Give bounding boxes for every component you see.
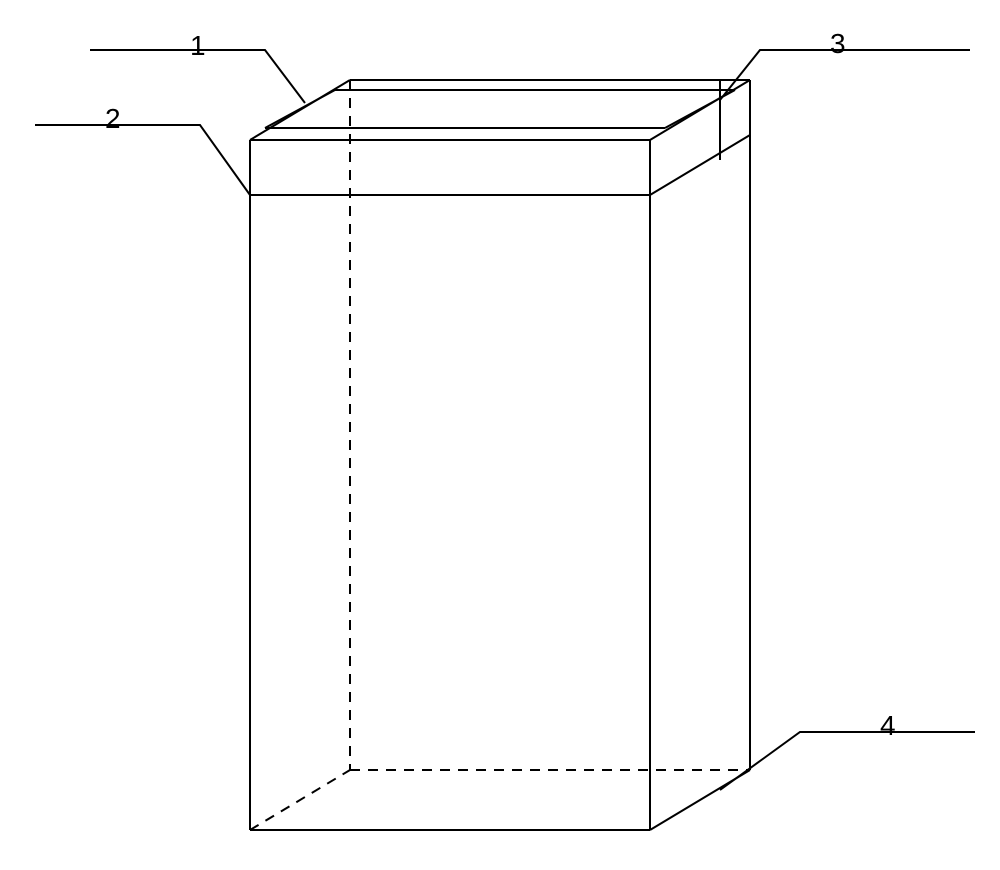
label-3: 3 <box>830 28 846 60</box>
label-4: 4 <box>880 710 896 742</box>
label-2: 2 <box>105 103 121 135</box>
box-diagram <box>0 0 1000 870</box>
label-1: 1 <box>190 30 206 62</box>
